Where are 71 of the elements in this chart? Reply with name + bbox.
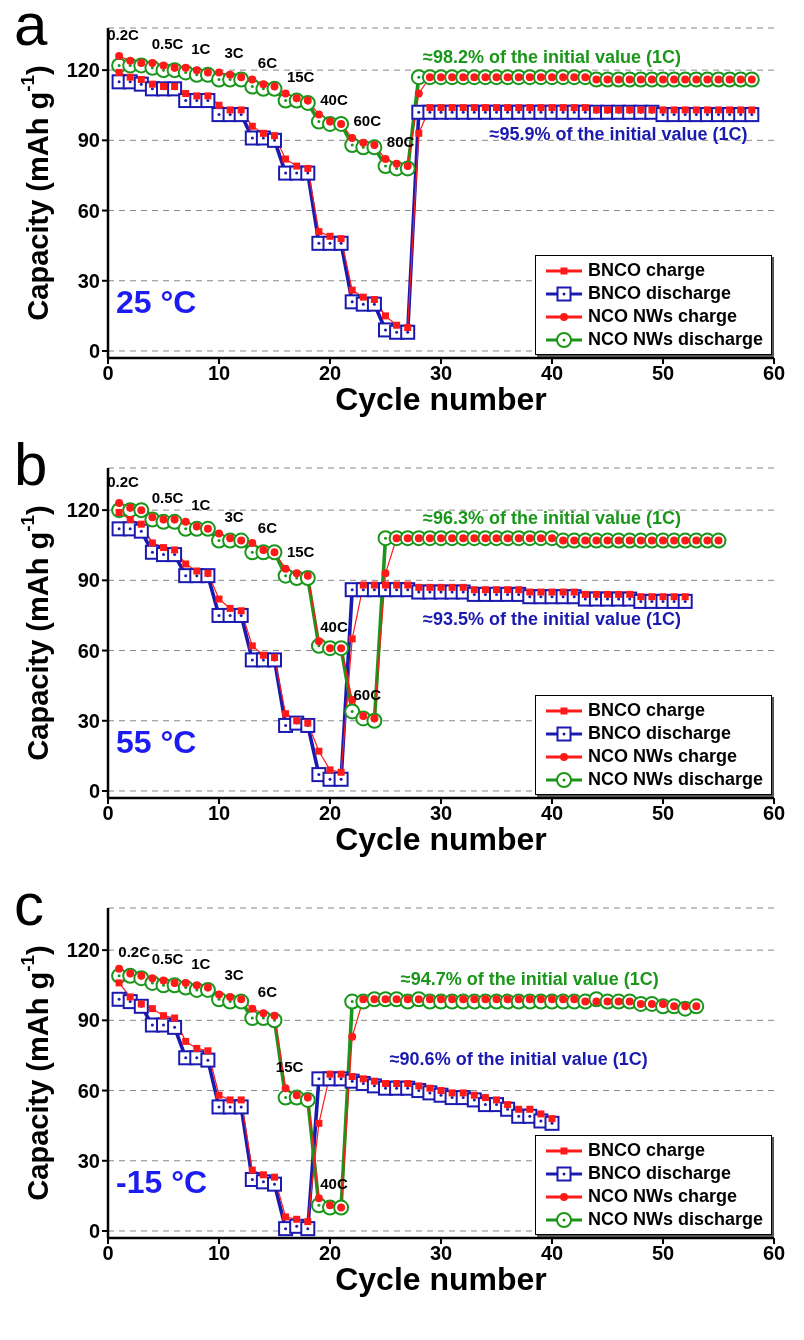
annotation: 6C xyxy=(257,982,278,1000)
annotation: 0.5C xyxy=(151,34,184,52)
legend-label: NCO NWs charge xyxy=(587,746,737,767)
annotation: 3C xyxy=(224,44,244,62)
y-tick-label: 90 xyxy=(77,129,100,152)
annotation: ≈93.5% of the initial value (1C) xyxy=(423,608,681,629)
annotation: 0.2C xyxy=(107,25,140,43)
annotation: ≈95.9% of the initial value (1C) xyxy=(489,124,748,145)
annotation: 1C xyxy=(191,496,211,514)
x-tick-label: 0 xyxy=(102,1242,114,1265)
x-tick-label: 0 xyxy=(102,802,114,825)
y-tick-label: 60 xyxy=(77,639,100,662)
legend-label: BNCO charge xyxy=(587,1140,705,1161)
annotation: 15C xyxy=(286,542,315,560)
legend-label: NCO NWs discharge xyxy=(587,329,763,350)
x-tick-label: 10 xyxy=(207,802,231,825)
annotation: ≈90.6% of the initial value (1C) xyxy=(389,1048,648,1069)
x-tick-label: 10 xyxy=(207,362,231,385)
x-tick-label: 60 xyxy=(762,802,786,825)
text: a xyxy=(14,0,48,59)
annotation: 6C xyxy=(257,519,278,537)
annotation: 0.2C xyxy=(118,943,151,961)
text: b xyxy=(14,430,48,499)
annotation: 25 °C xyxy=(116,284,197,321)
x-tick-label: 50 xyxy=(651,802,675,825)
legend-label: NCO NWs charge xyxy=(587,1186,737,1207)
y-tick-label: 30 xyxy=(77,269,100,292)
annotation: 3C xyxy=(224,966,244,984)
legend-label: BNCO discharge xyxy=(587,283,731,304)
annotation: ≈96.3% of the initial value (1C) xyxy=(423,508,681,529)
x-tick-label: 60 xyxy=(762,1242,786,1265)
x-tick-label: 50 xyxy=(651,1242,675,1265)
legend-label: NCO NWs discharge xyxy=(587,769,763,790)
y-tick-label: 0 xyxy=(88,780,100,803)
y-tick-label: 120 xyxy=(66,499,100,522)
legend-label: BNCO discharge xyxy=(587,723,731,744)
y-tick-label: 0 xyxy=(88,340,100,363)
y-tick-label: 60 xyxy=(77,199,100,222)
legend-label: BNCO charge xyxy=(587,260,705,281)
annotation: 1C xyxy=(191,39,211,57)
y-tick-label: 120 xyxy=(66,939,100,962)
y-tick-label: 30 xyxy=(77,709,100,732)
annotation: ≈98.2% of the initial value (1C) xyxy=(423,47,681,68)
legend-label: NCO NWs discharge xyxy=(587,1209,763,1230)
annotation: -15 °C xyxy=(116,1164,208,1201)
annotation: 60C xyxy=(353,112,382,130)
annotation: 15C xyxy=(286,67,315,85)
annotation: 55 °C xyxy=(116,724,197,761)
x-tick-label: 0 xyxy=(102,362,114,385)
y-tick-label: 90 xyxy=(77,1009,100,1032)
annotation: ≈94.7% of the initial value (1C) xyxy=(400,969,659,990)
y-tick-label: 60 xyxy=(77,1079,100,1102)
annotation: 0.5C xyxy=(151,488,184,506)
annotation: 40C xyxy=(320,91,348,109)
annotation: 3C xyxy=(224,507,244,525)
annotation: 0.5C xyxy=(151,950,184,968)
x-tick-label: 10 xyxy=(207,1242,231,1265)
annotation: 0.2C xyxy=(107,472,140,490)
legend-label: BNCO charge xyxy=(587,700,705,721)
annotation: 1C xyxy=(191,954,211,972)
x-tick-label: 60 xyxy=(762,362,786,385)
y-tick-label: 0 xyxy=(88,1220,100,1243)
legend-label: NCO NWs charge xyxy=(587,306,737,327)
annotation: 6C xyxy=(257,53,278,71)
y-tick-label: 90 xyxy=(77,569,100,592)
y-tick-label: 120 xyxy=(66,59,100,82)
y-tick-label: 30 xyxy=(77,1149,100,1172)
text: c xyxy=(14,870,44,939)
legend-label: BNCO discharge xyxy=(587,1163,731,1184)
x-tick-label: 50 xyxy=(651,362,675,385)
annotation: 40C xyxy=(320,617,348,635)
